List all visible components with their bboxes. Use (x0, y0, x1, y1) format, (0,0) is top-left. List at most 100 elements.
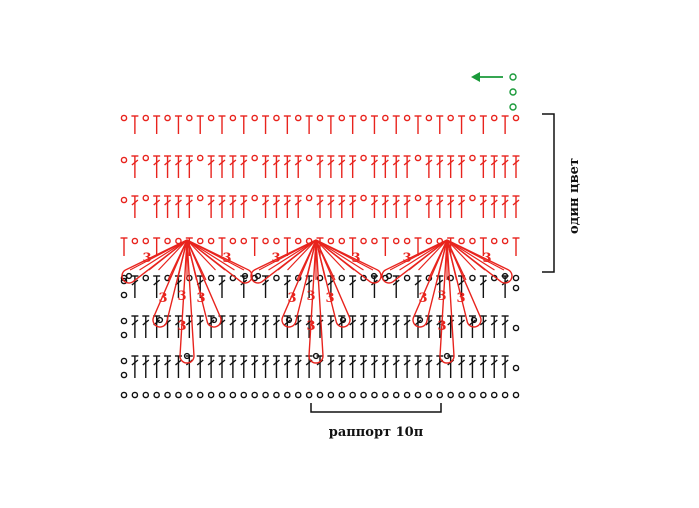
half-stitch (153, 237, 161, 256)
chain-circle (436, 391, 444, 399)
dc-slash (458, 359, 466, 366)
chain-circle (284, 391, 291, 399)
double-crochet (490, 355, 498, 378)
chain-circle (294, 237, 302, 245)
chain-circle (382, 114, 389, 122)
double-crochet (272, 195, 280, 218)
double-crochet (196, 315, 204, 338)
half-stitch (381, 237, 389, 256)
chain-circle (312, 352, 320, 360)
chain-circle (447, 114, 454, 122)
double-crochet (131, 195, 139, 218)
fan-line (418, 239, 448, 271)
petal-clusters: 3 33 3 333 33 3 333 33 3 33 (121, 239, 513, 364)
chain-circle (294, 391, 302, 399)
chain-circle (327, 237, 335, 245)
double-crochet (240, 315, 248, 338)
petal-mark: 3 (482, 251, 491, 266)
dc-slash (425, 359, 433, 366)
double-crochet (153, 195, 161, 218)
dc-slash (207, 159, 215, 166)
fan-line (268, 239, 317, 271)
dc-slash (153, 279, 161, 286)
dc-slash (153, 199, 161, 206)
double-crochet (370, 355, 378, 378)
chain-circle (469, 154, 476, 162)
chain-circle (240, 237, 248, 245)
double-crochet (164, 155, 172, 178)
half-stitch (392, 115, 400, 134)
chain-circle (251, 391, 258, 399)
double-crochet (294, 155, 302, 178)
chain-circle (142, 237, 150, 245)
dc-slash (207, 359, 215, 366)
chain-circle (370, 272, 378, 280)
double-crochet (425, 315, 433, 338)
double-crochet (240, 195, 248, 218)
dc-slash (458, 279, 466, 286)
chain-circle (392, 391, 400, 399)
chain-circle (196, 391, 204, 399)
petal-loop (121, 239, 188, 284)
chain-circle (120, 317, 128, 325)
chain-circle (273, 114, 280, 122)
double-crochet (447, 315, 455, 338)
chain-circle (156, 316, 164, 324)
chain-circle (392, 237, 400, 245)
petal-mark: 3 (177, 319, 186, 334)
petal-mark: 3 (456, 291, 465, 306)
chain-circle (512, 391, 520, 399)
double-crochet (294, 355, 302, 378)
one-color-label: один цвет (567, 158, 582, 234)
double-crochet (501, 315, 509, 338)
chain-circle (509, 88, 517, 96)
double-crochet (425, 155, 433, 178)
half-stitch (370, 115, 378, 134)
dc-slash (174, 159, 182, 166)
chain-circle (447, 391, 454, 399)
petal-loop (186, 239, 222, 328)
chain-circle (241, 272, 249, 280)
dc-slash (174, 319, 182, 326)
dc-slash (294, 319, 302, 326)
dc-slash (174, 199, 182, 206)
dc-slash (403, 159, 411, 166)
double-crochet (490, 315, 498, 338)
petal-loop (281, 239, 317, 328)
dc-slash (501, 319, 509, 326)
double-crochet (479, 315, 487, 338)
dc-slash (229, 159, 237, 166)
chain-circle (120, 291, 128, 299)
chain-circle (403, 391, 411, 399)
chain-circle (360, 194, 367, 202)
double-crochet (153, 155, 161, 178)
dc-slash (153, 159, 161, 166)
chain-circle (327, 391, 335, 399)
dc-slash (218, 199, 226, 206)
chain-circle (254, 272, 262, 280)
petal-mark: 3 (325, 291, 334, 306)
chain-circle (414, 194, 422, 202)
half-stitch (512, 237, 520, 256)
dc-slash (218, 359, 226, 366)
double-crochet (131, 155, 139, 178)
petal-loop (446, 239, 513, 284)
dc-slash (381, 199, 389, 206)
dc-slash (251, 359, 259, 366)
double-crochet (229, 155, 237, 178)
chain-circle (349, 391, 356, 399)
dc-slash (262, 359, 270, 366)
dc-slash (501, 159, 509, 166)
half-stitch (414, 115, 422, 134)
dc-slash (316, 159, 324, 166)
half-stitch (131, 115, 139, 134)
chain-circle (164, 237, 171, 245)
chain-circle (416, 316, 424, 324)
double-crochet (164, 195, 172, 218)
dc-slash (468, 359, 476, 366)
double-crochet (240, 155, 248, 178)
half-stitch (283, 237, 291, 256)
half-stitch (479, 115, 487, 134)
chain-circle (120, 196, 128, 204)
petal-mark: 3 (437, 319, 446, 334)
